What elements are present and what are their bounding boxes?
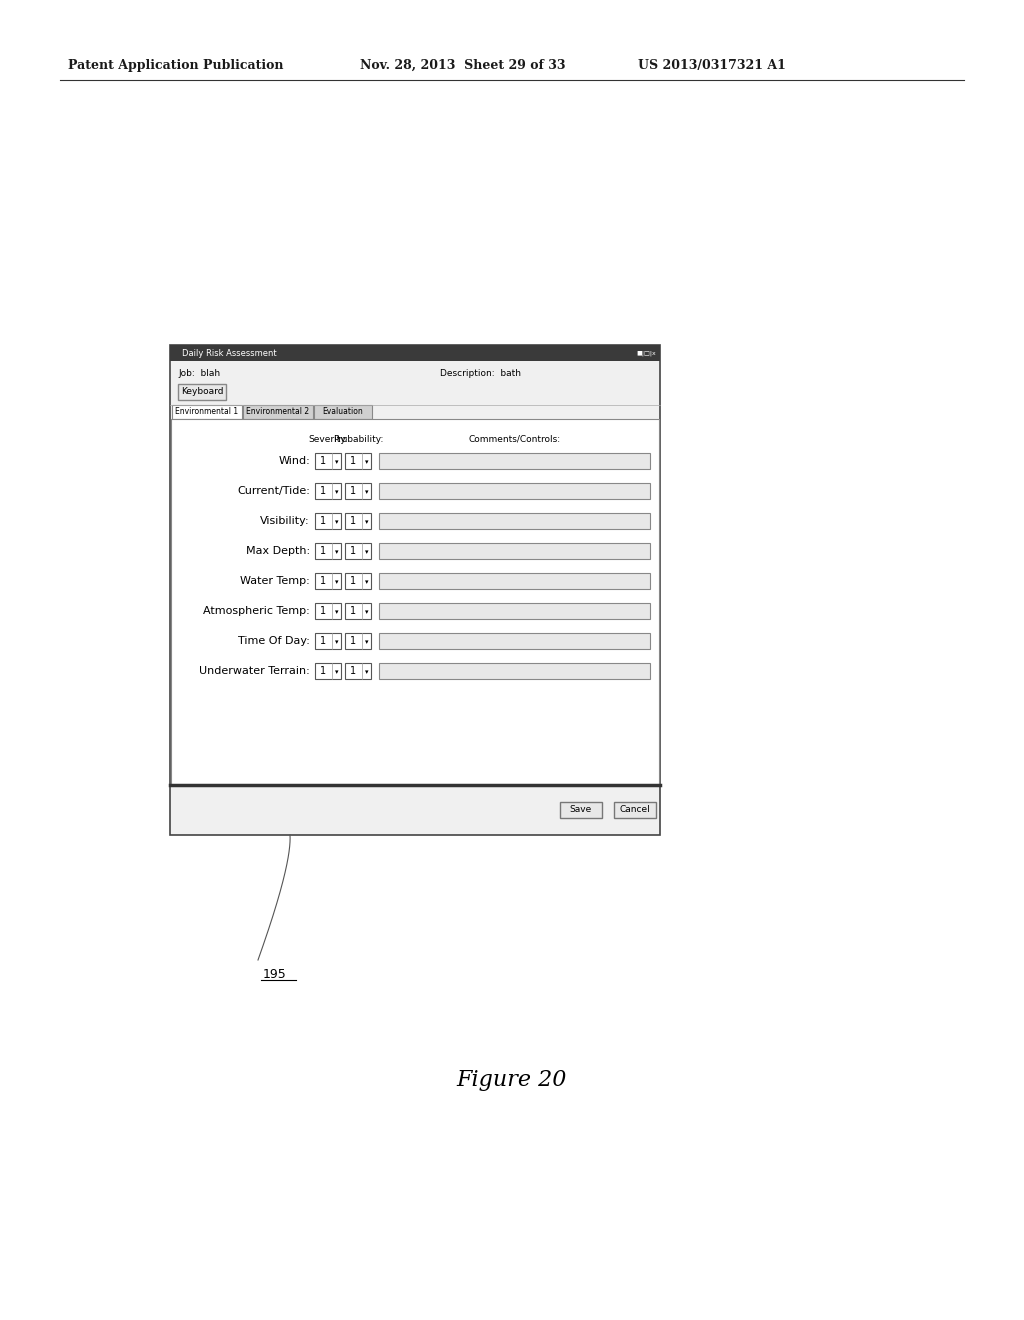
Text: ■|□|x: ■|□|x [636,350,656,356]
Bar [379,513,650,529]
Text: ▾: ▾ [335,459,338,465]
Bar [315,634,341,649]
Bar [170,345,660,836]
Text: 1: 1 [350,516,356,525]
Bar [614,803,656,818]
Text: 1: 1 [350,636,356,645]
Bar [379,634,650,649]
Text: Max Depth:: Max Depth: [246,546,310,556]
Text: 1: 1 [321,546,327,556]
Text: Patent Application Publication: Patent Application Publication [68,58,284,71]
Text: 1: 1 [350,576,356,586]
Text: 1: 1 [350,606,356,616]
Text: Current/Tide:: Current/Tide: [238,486,310,496]
Text: Environmental 1: Environmental 1 [175,408,239,417]
Text: ▾: ▾ [365,639,369,645]
Text: ▾: ▾ [365,609,369,615]
Text: ▾: ▾ [365,459,369,465]
Bar [345,634,371,649]
Text: Underwater Terrain:: Underwater Terrain: [200,667,310,676]
Text: 1: 1 [321,636,327,645]
Text: Environmental 2: Environmental 2 [247,408,309,417]
Bar [379,663,650,678]
Text: 1: 1 [350,486,356,496]
Text: ▾: ▾ [365,519,369,525]
Text: Job:  blah: Job: blah [178,368,220,378]
Text: Description:  bath: Description: bath [439,368,520,378]
Bar [315,513,341,529]
Text: Time Of Day:: Time Of Day: [239,636,310,645]
Bar [243,405,313,418]
Bar [345,513,371,529]
Text: Nov. 28, 2013  Sheet 29 of 33: Nov. 28, 2013 Sheet 29 of 33 [360,58,565,71]
Bar [379,573,650,589]
Bar [379,543,650,558]
Bar [314,405,372,418]
Text: ▾: ▾ [335,519,338,525]
Bar [178,384,226,400]
Text: Evaluation: Evaluation [323,408,364,417]
Bar [345,483,371,499]
Text: ▾: ▾ [365,549,369,554]
Text: Visibility:: Visibility: [260,516,310,525]
Text: ▾: ▾ [335,488,338,495]
Bar [345,453,371,469]
Bar [345,573,371,589]
Text: 1: 1 [321,576,327,586]
Text: Water Temp:: Water Temp: [241,576,310,586]
Bar [171,418,659,785]
Text: Keyboard: Keyboard [181,388,223,396]
Text: Wind:: Wind: [279,455,310,466]
Bar [171,785,659,834]
Text: 1: 1 [321,606,327,616]
Text: Comments/Controls:: Comments/Controls: [468,434,560,444]
Text: Save: Save [570,805,592,814]
Bar [170,345,660,360]
Text: Probability:: Probability: [333,434,383,444]
Bar [379,483,650,499]
Text: ▾: ▾ [365,669,369,675]
Text: Atmospheric Temp:: Atmospheric Temp: [203,606,310,616]
Text: Figure 20: Figure 20 [457,1069,567,1092]
Bar [315,483,341,499]
Bar [345,603,371,619]
Bar [315,603,341,619]
Bar [315,453,341,469]
Text: 195: 195 [263,968,287,981]
Text: 1: 1 [350,546,356,556]
Text: ▾: ▾ [365,579,369,585]
Bar [379,603,650,619]
Text: ▾: ▾ [365,488,369,495]
Bar [345,663,371,678]
Text: 1: 1 [321,486,327,496]
Text: Daily Risk Assessment: Daily Risk Assessment [182,348,276,358]
Text: ▾: ▾ [335,579,338,585]
Text: Cancel: Cancel [620,805,650,814]
Text: 1: 1 [321,455,327,466]
Text: ▾: ▾ [335,609,338,615]
Text: US 2013/0317321 A1: US 2013/0317321 A1 [638,58,785,71]
Bar [315,543,341,558]
Text: Severity:: Severity: [308,434,348,444]
Bar [379,453,650,469]
Bar [345,543,371,558]
Bar [315,663,341,678]
Text: 1: 1 [321,516,327,525]
Text: ▾: ▾ [335,549,338,554]
Bar [560,803,602,818]
Text: 1: 1 [350,667,356,676]
Text: 1: 1 [321,667,327,676]
Text: ▾: ▾ [335,669,338,675]
Bar [315,573,341,589]
Text: ▾: ▾ [335,639,338,645]
Bar [172,405,242,418]
Text: 1: 1 [350,455,356,466]
